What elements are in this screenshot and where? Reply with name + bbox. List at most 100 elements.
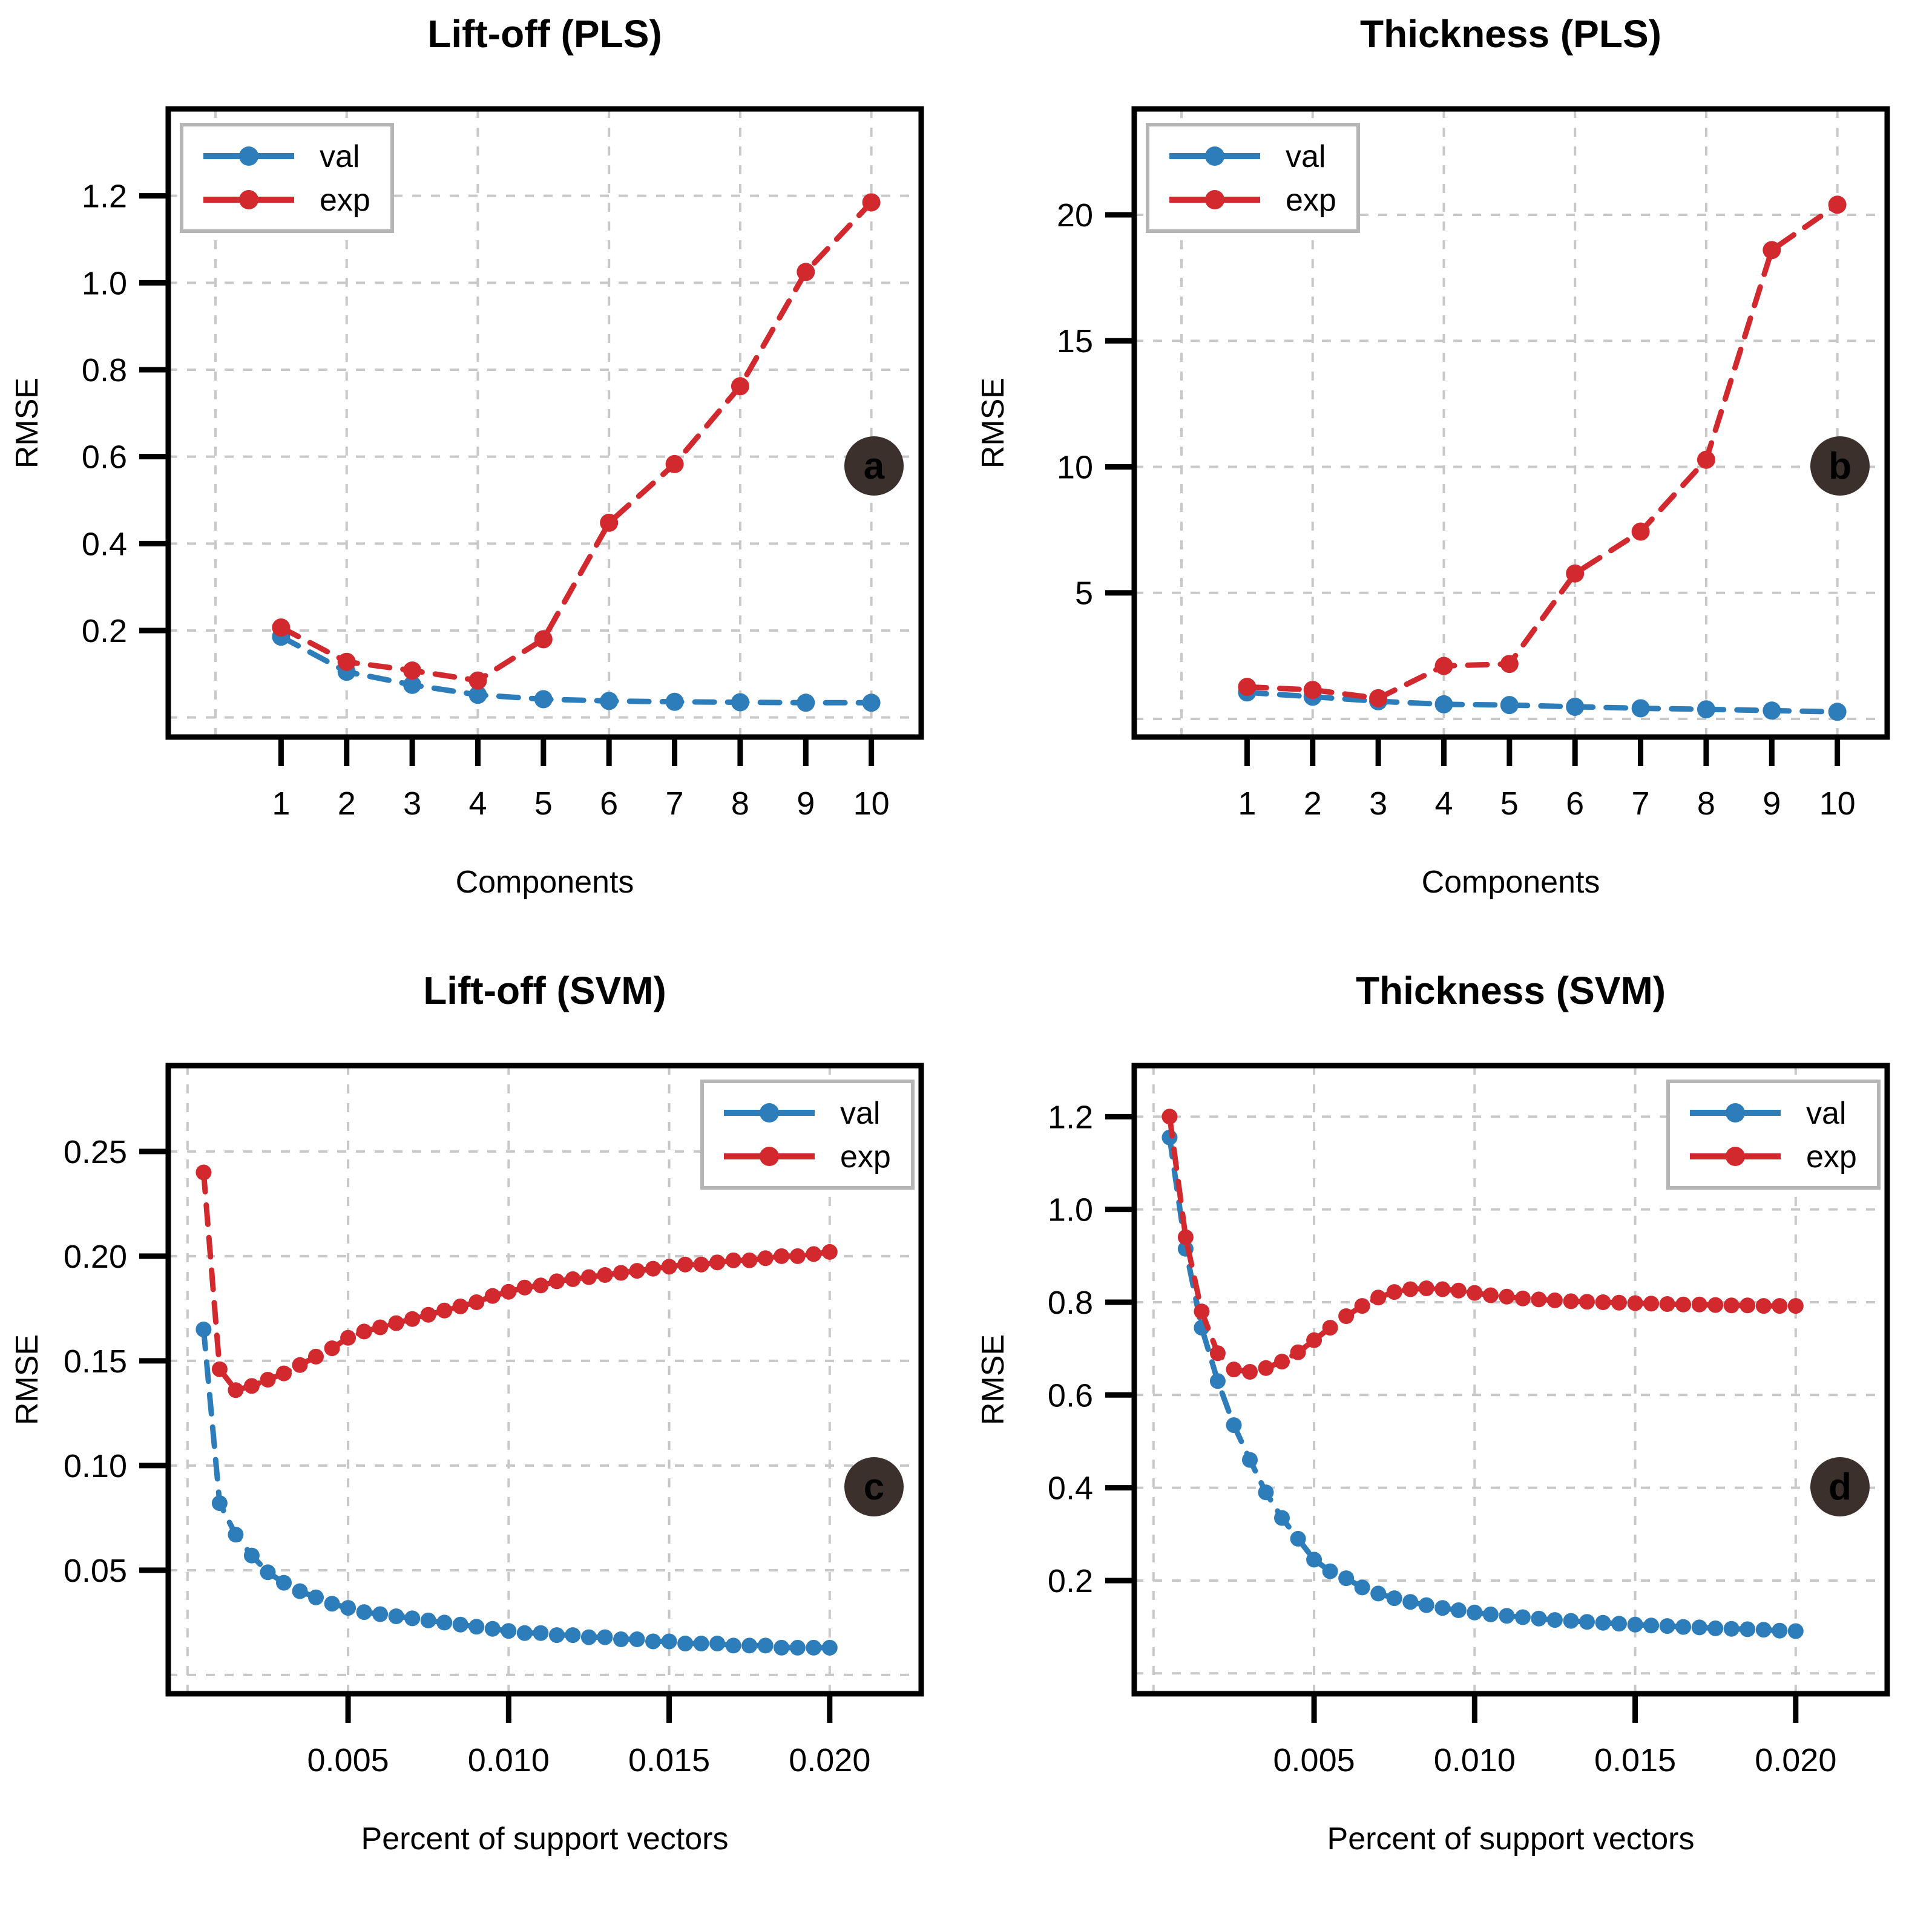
- data-point-exp: [372, 1319, 389, 1336]
- data-point-exp: [1691, 1296, 1707, 1313]
- series-line-exp: [1244, 202, 1841, 701]
- data-point-exp: [292, 1357, 308, 1373]
- axis-ticks: [1105, 212, 1841, 766]
- x-tick-label: 5: [1500, 785, 1519, 822]
- x-axis-label: Percent of support vectors: [1327, 1821, 1695, 1857]
- data-point-val: [1226, 1417, 1242, 1434]
- data-point-val: [1434, 695, 1453, 713]
- legend-label-val: val: [840, 1096, 880, 1131]
- series-val: [196, 1322, 838, 1656]
- data-point-val: [1467, 1604, 1483, 1621]
- x-tick-label: 7: [666, 785, 684, 822]
- data-point-val: [1402, 1594, 1419, 1610]
- data-point-exp: [196, 1164, 212, 1181]
- data-point-val: [1707, 1620, 1724, 1636]
- series-exp: [272, 193, 881, 690]
- data-point-val: [600, 692, 619, 710]
- legend-box: [700, 1080, 915, 1190]
- data-point-exp: [1740, 1297, 1756, 1314]
- data-point-exp: [243, 1378, 260, 1394]
- x-tick-label: 8: [1697, 785, 1715, 822]
- y-tick-label: 0.6: [82, 439, 127, 476]
- data-point-exp: [1499, 1288, 1515, 1305]
- data-point-exp: [597, 1267, 613, 1283]
- panel-badge: d: [1810, 1457, 1870, 1516]
- x-tick-label: 6: [1566, 785, 1584, 822]
- data-point-val: [862, 693, 881, 712]
- data-point-val: [1386, 1590, 1402, 1607]
- x-axis-label: Components: [1422, 865, 1600, 900]
- data-point-exp: [1162, 1109, 1178, 1125]
- panel-background: [966, 0, 1932, 957]
- data-point-exp: [501, 1283, 517, 1300]
- data-point-val: [806, 1639, 822, 1656]
- data-point-exp: [1467, 1285, 1483, 1301]
- legend: val exp: [1666, 1080, 1881, 1190]
- series-line-val: [1244, 689, 1841, 715]
- data-point-val: [1787, 1623, 1804, 1639]
- data-point-exp: [1209, 1345, 1226, 1362]
- data-point-exp: [1566, 564, 1585, 583]
- data-point-val: [1563, 1613, 1579, 1629]
- data-point-exp: [1290, 1344, 1306, 1360]
- panel-badge: b: [1810, 436, 1870, 496]
- legend-marker-val: [239, 146, 258, 166]
- data-point-exp: [709, 1254, 726, 1271]
- series-line-val: [200, 1326, 833, 1651]
- chart-title: Thickness (PLS): [1360, 12, 1661, 56]
- data-point-val: [1531, 1610, 1547, 1627]
- data-point-exp: [1697, 450, 1715, 469]
- x-tick-label: 1: [272, 785, 290, 822]
- data-point-exp: [789, 1248, 806, 1264]
- data-point-exp: [1274, 1354, 1290, 1370]
- data-point-val: [1659, 1618, 1675, 1634]
- legend: val exp: [180, 123, 394, 233]
- x-tick-label: 10: [1819, 785, 1856, 822]
- data-point-exp: [276, 1365, 292, 1381]
- data-point-val: [1772, 1622, 1788, 1639]
- chart-a: 1 2 3 4 5 6 7 8 9 10 0.2 0.4 0.6 0.8 1.0 1.2 Lift-off (P…: [0, 0, 966, 957]
- data-point-exp: [403, 661, 422, 680]
- data-point-val: [1595, 1614, 1611, 1631]
- badge-circle: [1810, 436, 1870, 496]
- data-point-val: [372, 1606, 389, 1622]
- data-point-val: [797, 693, 815, 712]
- axis-ticks: [1105, 1113, 1799, 1723]
- data-point-exp: [1226, 1362, 1242, 1378]
- data-point-val: [789, 1639, 806, 1656]
- data-point-val: [1566, 698, 1585, 716]
- x-tick-label: 8: [731, 785, 749, 822]
- data-point-val: [1755, 1622, 1772, 1638]
- data-point-exp: [1242, 1364, 1258, 1380]
- x-tick-label: 0.015: [628, 1742, 710, 1778]
- data-point-val: [1418, 1597, 1434, 1613]
- data-point-exp: [1450, 1282, 1467, 1299]
- x-axis-label: Components: [456, 865, 634, 900]
- data-point-val: [276, 1575, 292, 1591]
- data-point-exp: [629, 1263, 645, 1279]
- x-tick-label: 0.010: [1434, 1742, 1516, 1778]
- data-point-val: [501, 1623, 517, 1639]
- data-point-exp: [1828, 195, 1847, 214]
- data-point-exp: [725, 1252, 741, 1268]
- badge-letter: d: [1828, 1466, 1852, 1508]
- data-point-exp: [661, 1259, 677, 1275]
- data-point-exp: [452, 1298, 468, 1314]
- panel-c-lift-off-svm: 0.005 0.010 0.015 0.020 0.05 0.10 0.15 0.20 0.25…: [0, 957, 966, 1914]
- data-point-val: [1450, 1602, 1467, 1618]
- legend-box: [180, 123, 394, 233]
- data-point-exp: [308, 1348, 324, 1365]
- data-point-exp: [548, 1273, 565, 1290]
- data-point-exp: [1369, 689, 1388, 707]
- data-point-exp: [1643, 1296, 1660, 1312]
- data-point-val: [821, 1639, 838, 1656]
- data-point-exp: [1546, 1292, 1563, 1308]
- data-point-val: [211, 1495, 228, 1512]
- data-point-exp: [260, 1372, 276, 1388]
- legend-label-exp: exp: [1806, 1139, 1857, 1175]
- data-point-exp: [1434, 657, 1453, 675]
- data-point-exp: [693, 1256, 709, 1273]
- data-point-exp: [1386, 1284, 1402, 1300]
- data-point-exp: [388, 1315, 404, 1331]
